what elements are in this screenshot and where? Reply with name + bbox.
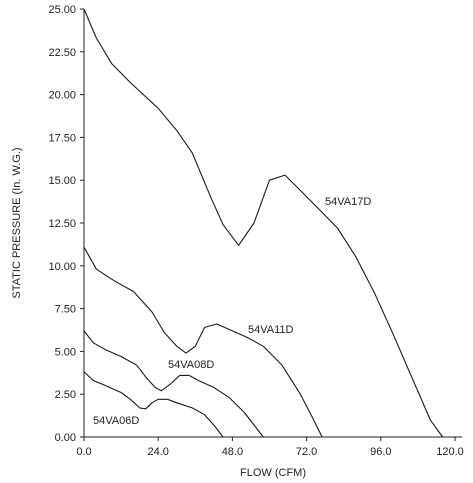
- y-axis-ticks: 0.00 2.50 5.00 7.50 10.00 12.50 15.00 17.50 20.0…: [48, 4, 84, 444]
- x-tick-label: 24.0: [147, 446, 168, 458]
- series-labels: 54VA17D 54VA11D 54VA08D 54VA06D: [93, 196, 371, 427]
- x-tick-label: 0.0: [76, 446, 91, 458]
- x-axis-title: FLOW (CFM): [240, 467, 306, 479]
- series-line-54va06d: [83, 371, 224, 438]
- y-tick-label: 22.50: [48, 47, 76, 59]
- series-label-54va08d: 54VA08D: [168, 359, 214, 371]
- y-tick-label: 2.50: [55, 389, 76, 401]
- y-tick-label: 25.00: [48, 4, 76, 16]
- y-tick-label: 10.00: [48, 261, 76, 273]
- x-tick-label: 120.0: [436, 446, 464, 458]
- x-tick-label: 72.0: [296, 446, 317, 458]
- y-tick-label: 15.00: [48, 175, 76, 187]
- x-axis-ticks: 0.0 24.0 48.0 72.0 96.0 120.0: [76, 437, 464, 458]
- series-label-54va17d: 54VA17D: [325, 196, 371, 208]
- y-tick-label: 5.00: [55, 346, 76, 358]
- plot-area: [83, 9, 462, 438]
- x-tick-label: 96.0: [370, 446, 391, 458]
- x-tick-label: 48.0: [222, 446, 243, 458]
- series-label-54va06d: 54VA06D: [93, 415, 139, 427]
- y-tick-label: 12.50: [48, 218, 76, 230]
- y-tick-label: 20.00: [48, 90, 76, 102]
- y-tick-label: 17.50: [48, 132, 76, 144]
- series-line-54va11d: [83, 246, 323, 438]
- y-axis-title: STATIC PRESSURE (In. W.G.): [11, 147, 23, 298]
- y-tick-label: 0.00: [55, 432, 76, 444]
- series-line-54va17d: [83, 8, 444, 438]
- fan-curves: [83, 8, 444, 438]
- y-tick-label: 7.50: [55, 304, 76, 316]
- series-label-54va11d: 54VA11D: [248, 324, 294, 336]
- series-line-54va08d: [83, 330, 264, 438]
